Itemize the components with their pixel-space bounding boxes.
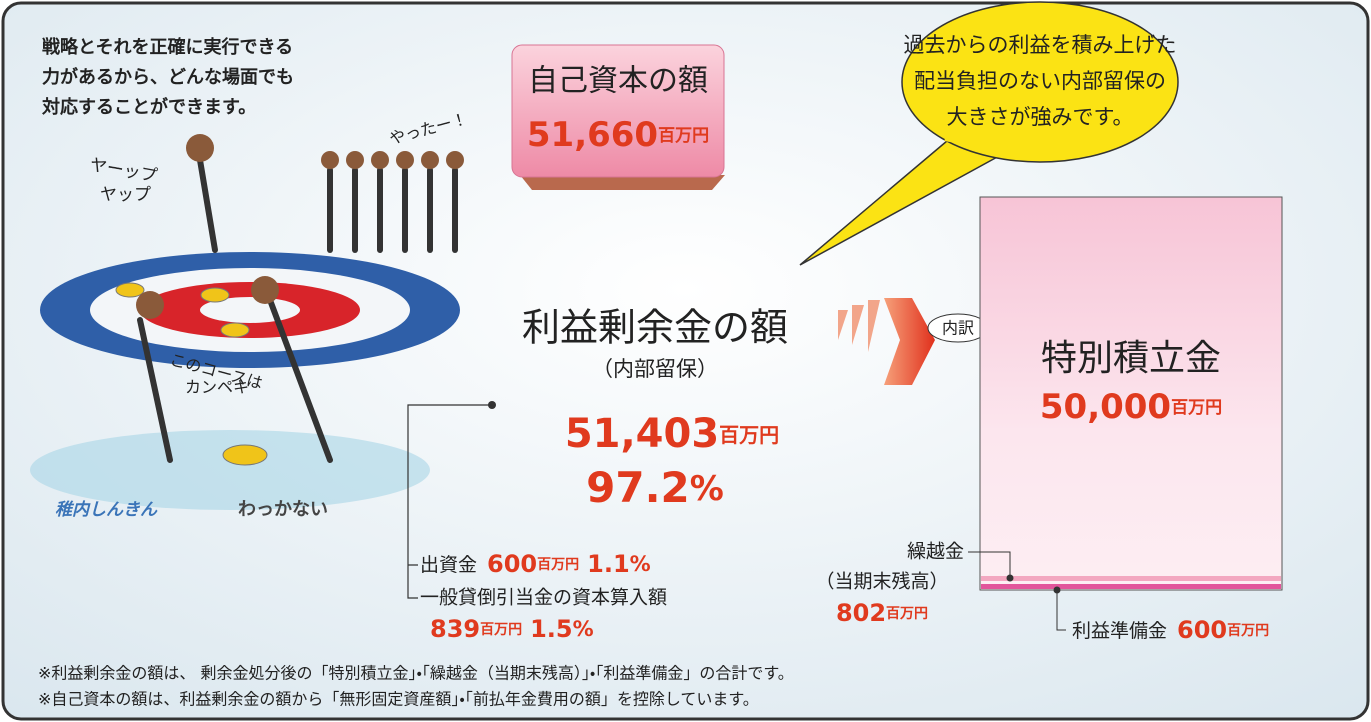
share: 1.5: [530, 615, 573, 643]
header-line: 力があるから、どんな場面でも: [42, 66, 294, 88]
page: 戦略とそれを正確に実行できる 力があるから、どんな場面でも 対応することができま…: [0, 0, 1371, 722]
share: 97.2: [586, 463, 690, 512]
amount: 51,403: [565, 411, 719, 457]
note: ※利益剰余金の額は、 剰余金処分後の「特別積立金」・「繰越金（当期末残高）」・「…: [38, 664, 794, 683]
special-label: 特別積立金: [1041, 338, 1221, 379]
stone: [116, 283, 144, 297]
amount: 600: [487, 550, 537, 578]
head: [346, 151, 364, 169]
infographic: 戦略とそれを正確に実行できる 力があるから、どんな場面でも 対応することができま…: [0, 0, 1371, 722]
share: 1.1: [587, 550, 630, 578]
unit: 百万円: [1171, 398, 1222, 418]
header-line: 戦略とそれを正確に実行できる: [42, 36, 293, 58]
unit: %: [690, 469, 724, 509]
stone: [201, 288, 229, 302]
unit: 百万円: [1227, 623, 1269, 639]
ice: [30, 430, 430, 510]
head: [321, 151, 339, 169]
unit: %: [573, 617, 594, 641]
head: [371, 151, 389, 169]
stone: [223, 445, 267, 465]
stone: [221, 323, 249, 337]
head: [421, 151, 439, 169]
unit: 百万円: [537, 557, 579, 573]
logo: 稚内しんきん: [55, 500, 158, 520]
leader-dot: [1007, 575, 1014, 582]
amount: 802: [836, 599, 886, 627]
tag: 内訳: [942, 319, 974, 338]
unit: 百万円: [886, 606, 928, 622]
amount: 839: [430, 615, 480, 643]
amount: 51,660: [527, 115, 658, 155]
note: ※自己資本の額は、利益剰余金の額から「無形固定資産額」・「前払年金費用の額」を控…: [38, 690, 759, 709]
head: [136, 291, 164, 319]
carried-sublabel: （当期末残高）: [815, 571, 948, 593]
unit: 百万円: [719, 423, 779, 447]
header-line: 対応することができます。: [41, 96, 256, 118]
capital-line: 出資金 600百万円 1.1%: [420, 550, 651, 578]
header: 戦略とそれを正確に実行できる 力があるから、どんな場面でも 対応することができま…: [41, 36, 294, 118]
unit: 百万円: [658, 126, 709, 146]
leader-dot: [1054, 587, 1061, 594]
label: 出資金: [420, 554, 477, 576]
head: [251, 276, 279, 304]
head: [396, 151, 414, 169]
logo: わっかない: [238, 499, 328, 520]
provision-label: 一般貸倒引当金の資本算入額: [420, 587, 667, 609]
retained-title: 利益剰余金の額: [522, 306, 788, 350]
equity-box: 自己資本の額 51,660百万円: [512, 45, 725, 190]
bubble-line: 過去からの利益を積み上げた: [904, 33, 1177, 57]
head: [446, 151, 464, 169]
retained-subtitle: （内部留保）: [592, 357, 718, 381]
retained-share: 97.2%: [586, 463, 724, 512]
amount: 50,000: [1040, 387, 1171, 427]
equity-label: 自己資本の額: [528, 64, 708, 99]
bubble-line: 大きさが強みです。: [947, 105, 1134, 129]
head: [186, 134, 214, 162]
label: 利益準備金: [1072, 620, 1167, 642]
unit: 百万円: [480, 622, 522, 638]
shout: カンペキ: [185, 378, 249, 397]
bubble-line: 配当負担のない内部留保の: [914, 69, 1166, 93]
carried-block: [981, 576, 1281, 581]
amount: 600: [1177, 616, 1227, 644]
unit: %: [630, 552, 651, 576]
carried-label: 繰越金: [907, 541, 964, 563]
legal-block: [981, 584, 1281, 589]
shout: ヤップ: [100, 185, 151, 205]
